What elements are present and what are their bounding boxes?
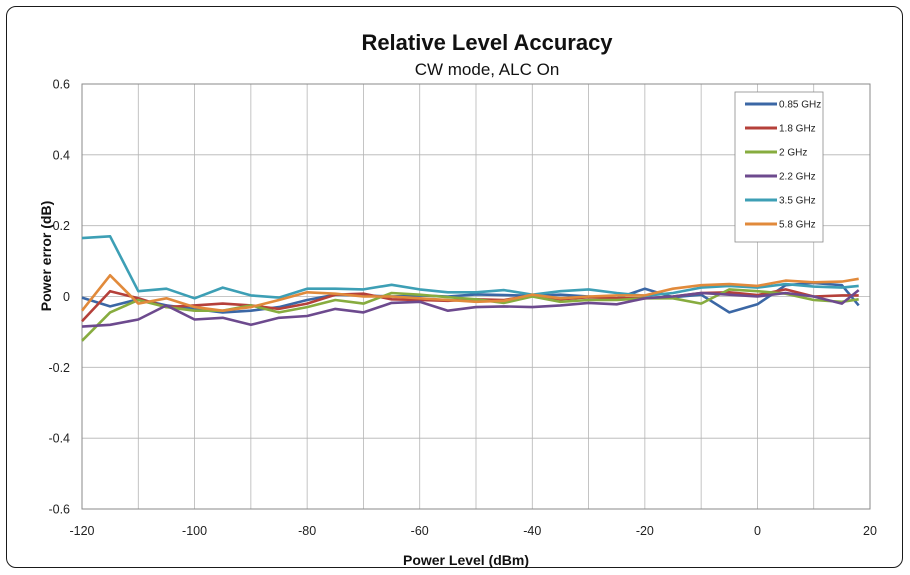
x-tick-label: -80 (298, 524, 316, 538)
x-tick-label: 0 (754, 524, 761, 538)
chart-title: Relative Level Accuracy (361, 30, 613, 55)
legend-label: 5.8 GHz (779, 220, 816, 231)
y-tick-label: -0.6 (48, 503, 70, 517)
x-tick-label: -60 (411, 524, 429, 538)
x-tick-label: -40 (523, 524, 541, 538)
chart-subtitle: CW mode, ALC On (415, 60, 560, 79)
plot-area-border (81, 83, 871, 510)
series-line-4 (81, 235, 859, 300)
legend-label: 2.2 GHz (779, 172, 816, 183)
legend-label: 1.8 GHz (779, 124, 816, 135)
x-tick-label: -120 (69, 524, 94, 538)
x-tick-label: -20 (636, 524, 654, 538)
y-tick-label: -0.2 (48, 361, 70, 375)
y-tick-label: 0.4 (53, 148, 70, 162)
x-tick-label: 20 (863, 524, 877, 538)
x-axis-title: Power Level (dBm) (403, 552, 529, 568)
series-line-5 (80, 273, 859, 313)
y-axis-title: Power error (dB) (38, 201, 54, 311)
legend: 0.85 GHz 1.8 GHz 2 GHz 2.2 GHz 3.5 GHz 5.8 GH… (734, 91, 824, 243)
series-line-3 (81, 289, 860, 328)
y-tick-label: -0.4 (48, 432, 70, 446)
legend-label: 2 GHz (779, 148, 807, 159)
legend-label: 3.5 GHz (779, 196, 816, 207)
series-lines (80, 235, 860, 342)
tick-labels: -120 -100 -80 -60 -40 -20 0 20 0.6 0.4 0.2 0 -0.2 -0.… (48, 78, 877, 539)
legend-label: 0.85 GHz (779, 100, 821, 111)
legend-box (734, 91, 824, 243)
y-tick-label: 0 (63, 290, 70, 304)
x-tick-label: -100 (182, 524, 207, 538)
y-tick-label: 0.2 (53, 219, 70, 233)
y-tick-label: 0.6 (53, 78, 70, 92)
